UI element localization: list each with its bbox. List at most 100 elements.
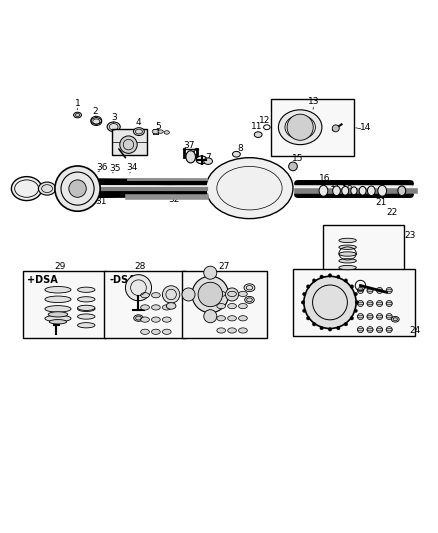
- Bar: [271, 99, 354, 156]
- Ellipse shape: [217, 328, 226, 333]
- Text: 3: 3: [111, 112, 117, 122]
- Ellipse shape: [134, 128, 145, 135]
- Ellipse shape: [217, 303, 226, 309]
- Ellipse shape: [45, 286, 71, 293]
- Ellipse shape: [204, 158, 212, 165]
- Text: 4: 4: [135, 118, 141, 127]
- Ellipse shape: [164, 131, 170, 134]
- Ellipse shape: [398, 186, 406, 196]
- Text: 36: 36: [97, 163, 108, 172]
- Circle shape: [344, 279, 348, 282]
- Circle shape: [125, 274, 152, 301]
- Ellipse shape: [162, 317, 171, 322]
- Ellipse shape: [279, 110, 322, 144]
- Text: 7: 7: [206, 153, 212, 162]
- Ellipse shape: [141, 317, 149, 322]
- Circle shape: [304, 276, 356, 328]
- Ellipse shape: [339, 252, 356, 256]
- Circle shape: [386, 327, 392, 333]
- Ellipse shape: [107, 122, 120, 132]
- Ellipse shape: [162, 293, 171, 298]
- Circle shape: [307, 317, 310, 320]
- Text: 27: 27: [219, 262, 230, 271]
- Circle shape: [328, 328, 332, 331]
- Circle shape: [55, 166, 100, 211]
- Text: 15: 15: [292, 154, 303, 163]
- Ellipse shape: [78, 322, 95, 328]
- Circle shape: [320, 326, 323, 330]
- Text: 17: 17: [330, 180, 342, 189]
- Ellipse shape: [367, 186, 375, 196]
- Text: -DSA: -DSA: [110, 274, 137, 285]
- Text: 21: 21: [375, 198, 387, 207]
- Ellipse shape: [45, 305, 71, 312]
- Ellipse shape: [228, 292, 237, 296]
- Circle shape: [336, 326, 340, 330]
- Circle shape: [162, 286, 180, 303]
- Ellipse shape: [166, 303, 176, 309]
- Ellipse shape: [49, 320, 67, 324]
- Circle shape: [336, 275, 340, 278]
- Ellipse shape: [319, 185, 328, 196]
- Circle shape: [301, 301, 305, 304]
- Text: 32: 32: [168, 195, 180, 204]
- Ellipse shape: [39, 182, 56, 195]
- Text: 12: 12: [259, 116, 271, 125]
- Circle shape: [377, 313, 383, 320]
- Circle shape: [303, 309, 306, 312]
- Circle shape: [320, 275, 323, 278]
- Text: 20: 20: [365, 191, 376, 200]
- Ellipse shape: [239, 292, 247, 296]
- Ellipse shape: [339, 259, 356, 263]
- Circle shape: [204, 266, 217, 279]
- Ellipse shape: [239, 328, 247, 333]
- Circle shape: [354, 292, 357, 296]
- Ellipse shape: [228, 328, 237, 333]
- Circle shape: [204, 310, 217, 323]
- Ellipse shape: [162, 305, 171, 310]
- Text: 22: 22: [387, 208, 398, 217]
- Text: 24: 24: [409, 326, 420, 335]
- Ellipse shape: [196, 156, 207, 164]
- Circle shape: [357, 327, 364, 333]
- Circle shape: [328, 273, 332, 277]
- Ellipse shape: [91, 118, 102, 125]
- Ellipse shape: [228, 303, 237, 309]
- Ellipse shape: [228, 316, 237, 321]
- Ellipse shape: [359, 187, 366, 195]
- Ellipse shape: [45, 315, 71, 322]
- Ellipse shape: [342, 187, 349, 195]
- Circle shape: [307, 285, 310, 288]
- Text: 16: 16: [318, 174, 330, 183]
- Ellipse shape: [391, 317, 399, 322]
- Circle shape: [312, 322, 316, 326]
- Circle shape: [357, 313, 364, 320]
- Ellipse shape: [339, 238, 356, 243]
- Circle shape: [303, 292, 306, 296]
- Ellipse shape: [141, 305, 149, 310]
- Circle shape: [287, 114, 313, 140]
- Circle shape: [357, 301, 364, 306]
- Ellipse shape: [245, 296, 254, 303]
- Ellipse shape: [152, 317, 160, 322]
- Text: 37: 37: [184, 141, 195, 150]
- Ellipse shape: [244, 284, 255, 292]
- Bar: [104, 271, 186, 338]
- Ellipse shape: [141, 329, 149, 334]
- Circle shape: [120, 136, 137, 154]
- Circle shape: [226, 288, 239, 301]
- Circle shape: [367, 301, 373, 306]
- Ellipse shape: [78, 287, 95, 293]
- Text: 35: 35: [110, 164, 121, 173]
- Ellipse shape: [339, 265, 356, 270]
- Text: 30: 30: [83, 193, 94, 203]
- Circle shape: [386, 313, 392, 320]
- Ellipse shape: [217, 292, 226, 296]
- Ellipse shape: [11, 176, 42, 200]
- Text: 13: 13: [308, 98, 320, 107]
- Ellipse shape: [152, 305, 160, 310]
- Ellipse shape: [351, 187, 357, 195]
- Ellipse shape: [141, 293, 149, 298]
- Circle shape: [344, 322, 348, 326]
- Ellipse shape: [233, 151, 240, 157]
